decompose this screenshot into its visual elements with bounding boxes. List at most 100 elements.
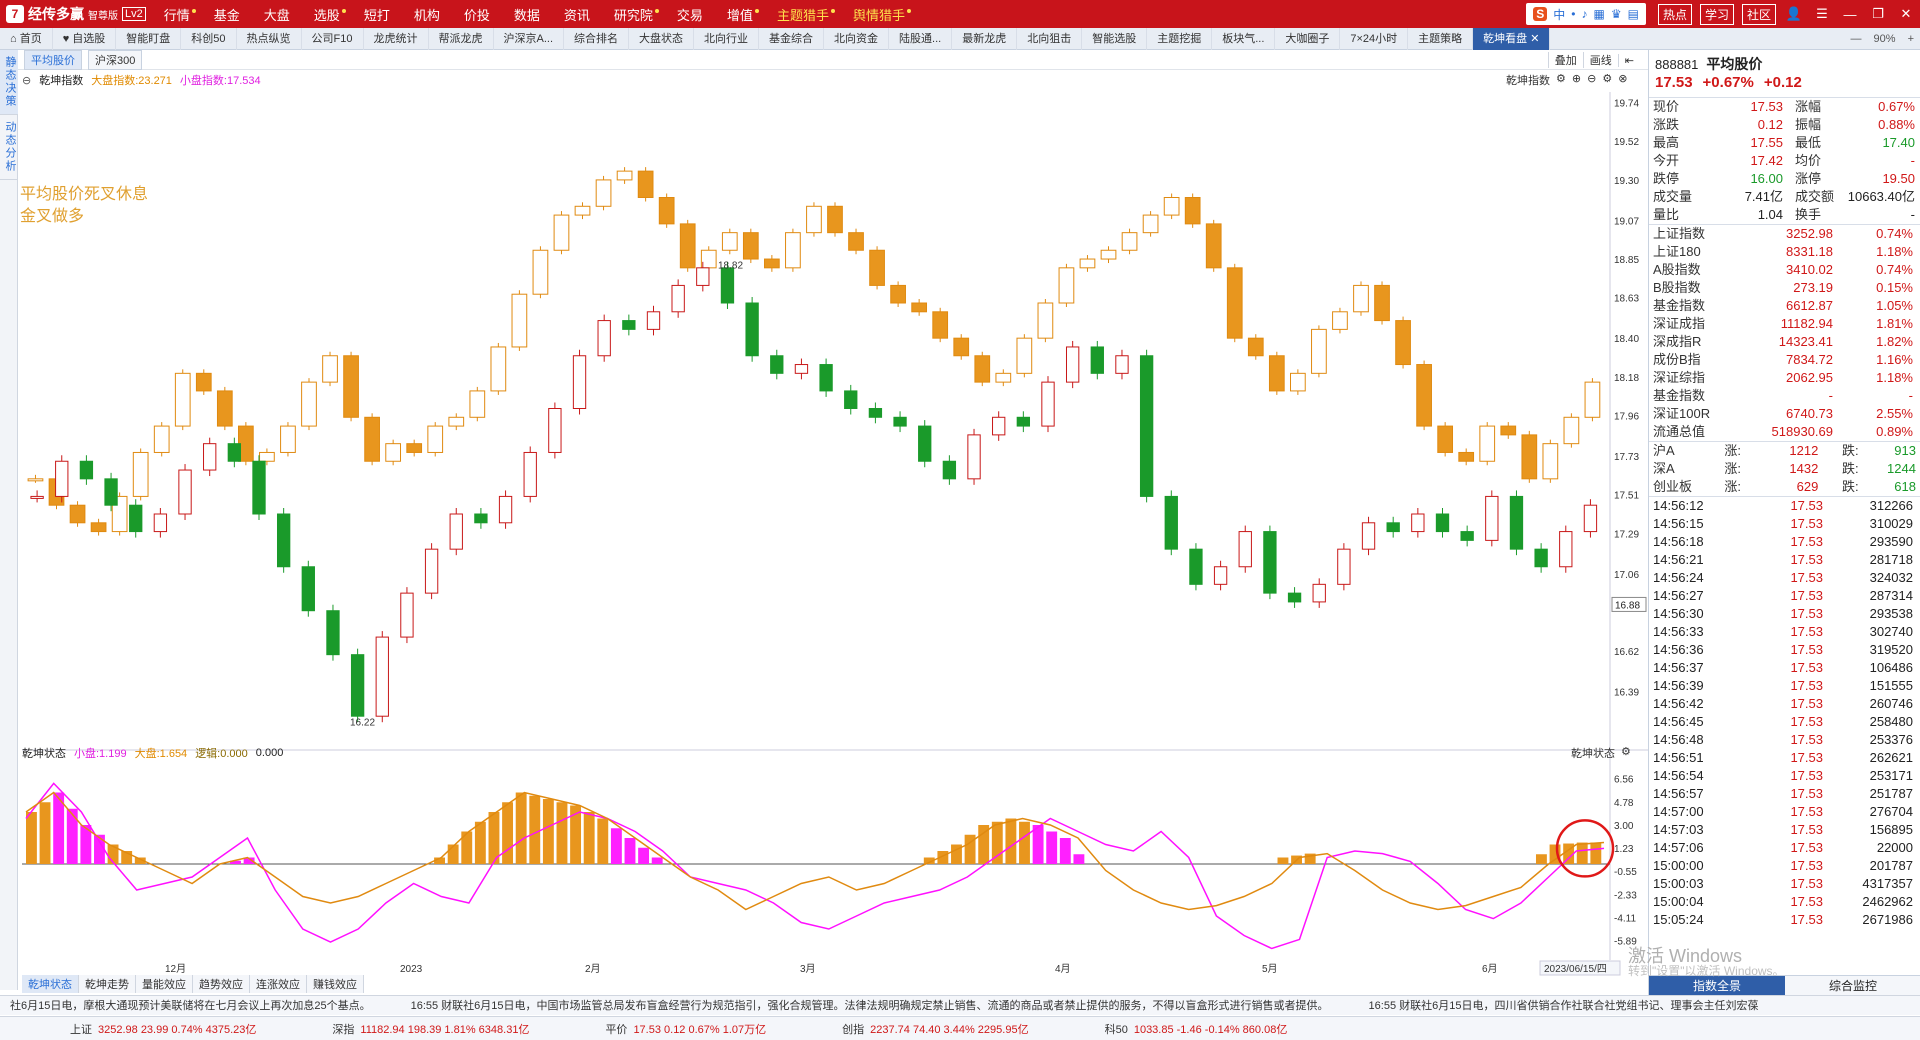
ime-icon-3[interactable]: ♪: [1581, 7, 1588, 21]
tab-14[interactable]: 陆股通...: [889, 27, 953, 50]
menu-item-9[interactable]: 研究院: [602, 5, 665, 24]
indicator-tab-4[interactable]: 连涨效应: [250, 975, 307, 993]
tab-8[interactable]: 沪深京A...: [494, 27, 565, 50]
zoom-in-button[interactable]: +: [1907, 33, 1914, 45]
index-row[interactable]: 深成指R 14323.41 1.82%: [1649, 333, 1920, 351]
tab-0[interactable]: ⌂ 首页: [0, 27, 53, 50]
tab-9[interactable]: 综合排名: [564, 27, 630, 50]
tab-1[interactable]: ♥ 自选股: [53, 27, 117, 50]
minimize-icon[interactable]: —: [1843, 6, 1857, 22]
index-row[interactable]: 基金指数 - -: [1649, 387, 1920, 405]
left-strip-button-1[interactable]: 动态分析: [0, 115, 18, 180]
tab-4[interactable]: 热点纵览: [237, 27, 302, 50]
ime-icon-5[interactable]: ♛: [1610, 7, 1622, 21]
toolbar-left-1[interactable]: 沪深300: [88, 49, 143, 70]
tab-20[interactable]: 大咖圈子: [1275, 27, 1341, 50]
status-item-1[interactable]: 深指 11182.94 198.39 1.81% 6348.31亿: [332, 1021, 535, 1037]
tab-18[interactable]: 主题挖掘: [1147, 27, 1213, 50]
add-icon[interactable]: ⊕: [1571, 73, 1582, 85]
tab-6[interactable]: 龙虎统计: [364, 27, 429, 50]
status-item-0[interactable]: 上证 3252.98 23.99 0.74% 4375.23亿: [70, 1021, 262, 1037]
gear-icon[interactable]: ⚙: [1602, 73, 1613, 85]
settings-icon[interactable]: ⚙: [1621, 746, 1631, 758]
menu-item-1[interactable]: 基金: [202, 5, 252, 24]
tab-7[interactable]: 帮派龙虎: [429, 27, 494, 50]
tab-22[interactable]: 主题策略: [1408, 27, 1474, 50]
left-strip-button-0[interactable]: 静态决策: [0, 50, 18, 115]
ticker-item-0[interactable]: 社6月15日电，摩根大通现预计美联储将在七月会议上再次加息25个基点。: [10, 1000, 371, 1012]
ime-icon-0[interactable]: S: [1533, 7, 1548, 21]
tab-23[interactable]: 乾坤看盘 ✕: [1473, 27, 1551, 50]
index-row[interactable]: A股指数 3410.02 0.74%: [1649, 261, 1920, 279]
toolbar-left-0[interactable]: 平均股价: [24, 49, 82, 70]
indicator-tab-0[interactable]: 乾坤状态: [22, 975, 79, 993]
tab-5[interactable]: 公司F10: [302, 27, 364, 50]
menu-item-11[interactable]: 增值: [715, 5, 765, 24]
indicator-tab-5[interactable]: 赚钱效应: [307, 975, 364, 993]
menu-item-3[interactable]: 选股: [302, 5, 352, 24]
index-row[interactable]: 深证综指 2062.95 1.18%: [1649, 369, 1920, 387]
tab-16[interactable]: 北向狙击: [1017, 27, 1083, 50]
menu-item-5[interactable]: 机构: [402, 5, 452, 24]
ticker-item-1[interactable]: 16:55 财联社6月15日电，中国市场监管总局发布盲盒经营行为规范指引，强化合…: [410, 1000, 1329, 1012]
ime-icon-6[interactable]: ▤: [1627, 7, 1639, 21]
restore-icon[interactable]: ❐: [1872, 6, 1884, 21]
legend-toggle-icon[interactable]: ⊖: [22, 74, 32, 87]
index-row[interactable]: 成份B指 7834.72 1.16%: [1649, 351, 1920, 369]
close-icon[interactable]: ⊗: [1618, 73, 1628, 85]
indicator-tab-2[interactable]: 量能效应: [136, 975, 193, 993]
quote-tab-1[interactable]: 综合监控: [1785, 976, 1920, 995]
tab-12[interactable]: 基金综合: [759, 27, 825, 50]
menu-item-8[interactable]: 资讯: [552, 5, 602, 24]
menu-item-0[interactable]: 行情: [152, 5, 202, 24]
app-logo[interactable]: 7 经传多赢 智尊版 Lv2: [0, 0, 152, 28]
tab-15[interactable]: 最新龙虎: [952, 27, 1018, 50]
remove-icon[interactable]: ⊖: [1587, 73, 1597, 85]
indicator-tab-1[interactable]: 乾坤走势: [79, 975, 136, 993]
index-row[interactable]: 基金指数 6612.87 1.05%: [1649, 297, 1920, 315]
toolbar-right-0[interactable]: 叠加: [1547, 52, 1583, 68]
tab-21[interactable]: 7×24小时: [1340, 27, 1409, 50]
close-icon[interactable]: ✕: [1900, 6, 1912, 21]
menu-item-2[interactable]: 大盘: [252, 5, 302, 24]
index-row[interactable]: 深证成指 11182.94 1.81%: [1649, 315, 1920, 333]
index-row[interactable]: 深证100R 6740.73 2.55%: [1649, 405, 1920, 423]
menu-item-7[interactable]: 数据: [502, 5, 552, 24]
tab-13[interactable]: 北向资金: [824, 27, 890, 50]
menu-item-13[interactable]: 舆情猎手: [841, 5, 917, 24]
top-button-2[interactable]: 社区: [1741, 3, 1776, 25]
index-row[interactable]: 上证指数 3252.98 0.74%: [1649, 225, 1920, 243]
ime-icon-4[interactable]: ▦: [1593, 7, 1605, 21]
indicator-tab-3[interactable]: 趋势效应: [193, 975, 250, 993]
status-item-4[interactable]: 科50 1033.85 -1.46 -0.14% 860.08亿: [1105, 1021, 1294, 1037]
chart-canvas[interactable]: 19.74 19.52 19.30 19.07 18.85 18.63 18.40 18.18…: [0, 0, 1648, 990]
index-row[interactable]: 流通总值 518930.69 0.89%: [1649, 423, 1920, 441]
tab-17[interactable]: 智能选股: [1082, 27, 1148, 50]
status-item-3[interactable]: 创指 2237.74 74.40 3.44% 2295.95亿: [842, 1021, 1034, 1037]
tick-list[interactable]: 14:56:12 17.53 312266 14:56:15 17.53 310029 14…: [1649, 497, 1920, 929]
ticker-item-2[interactable]: 16:55 财联社6月15日电，四川省供销合作社联合社党组书记、理事会主任刘宏葆: [1368, 1000, 1759, 1012]
collapse-icon[interactable]: ⇤: [1617, 53, 1640, 67]
news-ticker[interactable]: 社6月15日电，摩根大通现预计美联储将在七月会议上再次加息25个基点。 16:55…: [0, 995, 1920, 1015]
ime-icon-1[interactable]: 中: [1553, 7, 1566, 22]
menu-item-12[interactable]: 主题猎手: [765, 5, 841, 24]
user-icon[interactable]: 👤: [1785, 6, 1803, 21]
ime-toolbar[interactable]: S 中 • ♪ ▦ ♛ ▤: [1526, 3, 1646, 25]
menu-item-4[interactable]: 短打: [352, 5, 402, 24]
toolbar-right-1[interactable]: 画线: [1582, 52, 1618, 68]
status-item-2[interactable]: 平价 17.53 0.12 0.67% 1.07万亿: [605, 1021, 772, 1037]
tab-2[interactable]: 智能盯盘: [116, 27, 182, 50]
quote-tab-0[interactable]: 指数全景: [1649, 976, 1785, 995]
tab-close-icon[interactable]: ✕: [1527, 32, 1540, 45]
zoom-out-button[interactable]: —: [1850, 33, 1862, 45]
index-row[interactable]: B股指数 273.19 0.15%: [1649, 279, 1920, 297]
tab-11[interactable]: 北向行业: [694, 27, 760, 50]
top-button-1[interactable]: 学习: [1699, 3, 1734, 25]
index-row[interactable]: 上证180 8331.18 1.18%: [1649, 243, 1920, 261]
menu-item-10[interactable]: 交易: [665, 5, 715, 24]
tab-10[interactable]: 大盘状态: [629, 27, 695, 50]
menu-icon[interactable]: ☰: [1816, 6, 1828, 21]
ime-icon-2[interactable]: •: [1571, 7, 1576, 21]
tab-3[interactable]: 科创50: [181, 27, 237, 50]
tab-19[interactable]: 板块气...: [1212, 27, 1276, 50]
